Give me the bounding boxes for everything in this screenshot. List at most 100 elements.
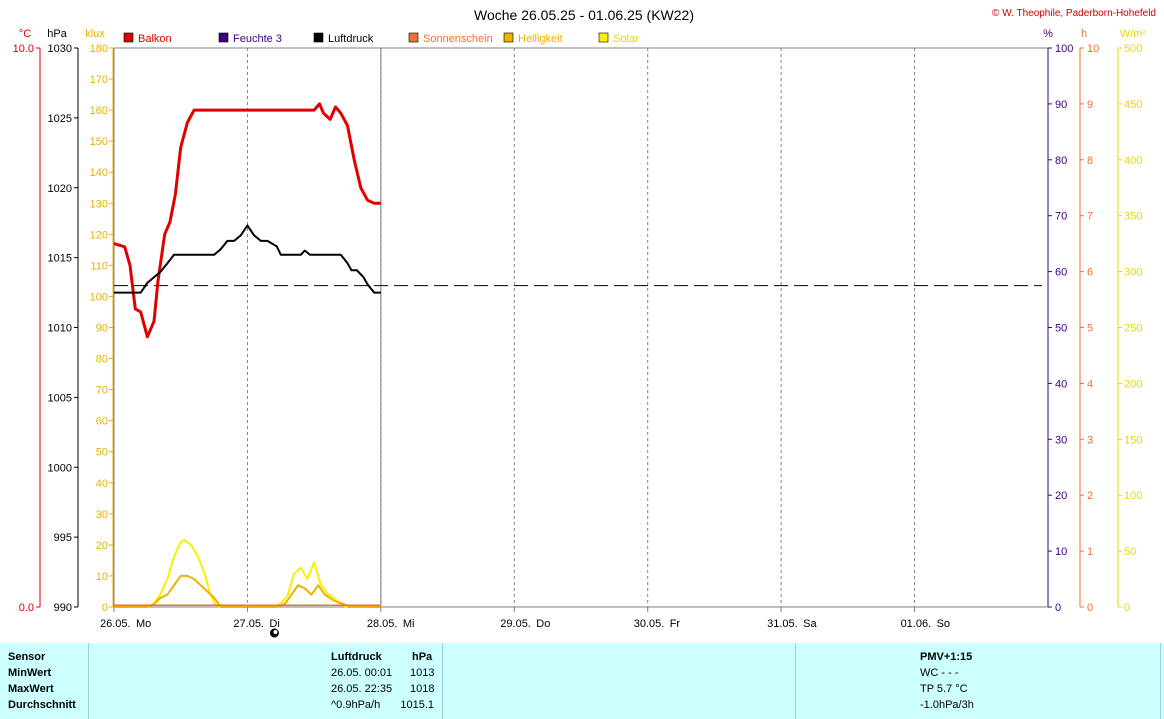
x-tick-label: 29.05. [500,618,531,630]
celsius-unit-label: °C [19,28,31,40]
stats-panel: Sensor Luftdruck hPa PMV+1:15 MinWert 26… [0,643,1164,719]
percent-axis-tick-label: 100 [1055,43,1073,55]
percent-axis-tick-label: 10 [1055,546,1067,558]
x-weekday-label: Mi [403,618,415,630]
hours-unit-label: h [1081,28,1087,40]
hpa-axis-tick-label: 1020 [48,183,72,195]
wm2-axis-tick-label: 100 [1124,490,1142,502]
wm2-axis-tick-label: 0 [1124,602,1130,614]
celsius-axis-tick-label: 0.0 [19,602,34,614]
wm2-axis-tick-label: 250 [1124,323,1142,335]
hpa-axis-tick-label: 995 [54,532,72,544]
wm2-axis-tick-label: 450 [1124,99,1142,111]
klux-axis-tick-label: 30 [96,509,108,521]
x-axis-labels: 26.05. Mo 27.05. Di 28.05. Mi 29.05. Do 30.05. Fr… [100,607,950,638]
hpa-axis-tick-label: 1025 [48,113,72,125]
percent-axis-tick-label: 40 [1055,378,1067,390]
hpa-axis-tick-label: 1010 [48,323,72,335]
klux-axis-tick-label: 120 [90,229,108,241]
klux-axis-tick-label: 180 [90,43,108,55]
series-line-balkon [113,102,381,339]
klux-axis-tick-label: 110 [90,260,108,272]
hpa-axis-tick-label: 1015 [48,253,72,265]
hours-axis-tick-label: 6 [1087,267,1093,279]
percent-unit-label: % [1043,28,1053,40]
wm2-axis-tick-label: 200 [1124,378,1142,390]
row-value: 1013 [410,667,435,679]
row-label: MinWert [8,667,52,679]
series-line-luftdruck [114,224,381,294]
wm2-axis-tick-label: 500 [1124,43,1142,55]
series-line-helligkeit [114,574,381,608]
hours-axis-tick-label: 3 [1087,434,1093,446]
klux-axis-tick-label: 40 [96,478,108,490]
legend-label: Helligkeit [518,33,563,45]
hours-axis-tick-label: 7 [1087,211,1093,223]
percent-axis-tick-label: 90 [1055,99,1067,111]
wm2-axis-tick-label: 350 [1124,211,1142,223]
panel-divider [442,643,443,719]
hours-axis-tick-label: 8 [1087,155,1093,167]
percent-axis-tick-label: 30 [1055,434,1067,446]
klux-axis-tick-label: 150 [90,136,108,148]
percent-axis-tick-label: 80 [1055,155,1067,167]
x-weekday-label: Do [536,618,550,630]
x-weekday-label: Mo [136,618,151,630]
stats-row-min: MinWert 26.05. 00:01 1013 WC - - - [0,665,1164,681]
series-lines [113,102,381,608]
klux-axis-tick-label: 60 [96,416,108,428]
percent-axis-tick-label: 60 [1055,267,1067,279]
row-time: ^0.9hPa/h [331,699,381,711]
x-weekday-label: Fr [670,618,681,630]
hours-axis-tick-label: 5 [1087,323,1093,335]
row-value: 1015.1 [400,699,434,711]
x-weekday-label: Sa [803,618,817,630]
copyright-text: © W. Theophile, Paderborn-Hohefeld [992,8,1156,19]
chart-background [0,0,1164,643]
legend-swatch [218,32,229,43]
x-tick-label: 26.05. [100,618,131,630]
x-tick-label: 01.06. [901,618,932,630]
wm2-axis-tick-label: 400 [1124,155,1142,167]
klux-axis-tick-label: 80 [96,354,108,366]
row-label: MaxWert [8,683,54,695]
pmv-header: PMV+1:15 [920,651,973,663]
wm2-axis-tick-label: 300 [1124,267,1142,279]
panel-divider [88,643,89,719]
legend: Balkon Feuchte 3 Luftdruck Sonnenschein Hell… [123,32,639,45]
row-right: TP 5.7 °C [920,683,968,695]
klux-axis-tick-label: 70 [96,385,108,397]
legend-label: Balkon [138,33,172,45]
hours-axis-tick-label: 1 [1087,546,1093,558]
klux-axis-tick-label: 140 [90,167,108,179]
klux-axis-tick-label: 0 [102,602,108,614]
percent-axis-tick-label: 70 [1055,211,1067,223]
hpa-axis-tick-label: 1005 [48,392,72,404]
klux-axis-tick-label: 100 [90,291,108,303]
legend-swatch [313,32,324,43]
unit-header: hPa [412,651,433,663]
legend-swatch [123,32,134,43]
row-label: Durchschnitt [8,699,76,711]
panel-divider [795,643,796,719]
sensor-header: Sensor [8,651,46,663]
weather-chart: Woche 26.05.25 - 01.06.25 (KW22) © W. Th… [0,0,1164,643]
row-right: WC - - - [920,667,959,679]
legend-swatch [408,32,419,43]
klux-axis-tick-label: 20 [96,540,108,552]
legend-label: Sonnenschein [423,33,493,45]
legend-swatch [503,32,514,43]
reference-lines [114,47,1042,287]
hours-axis-tick-label: 0 [1087,602,1093,614]
celsius-axis-tick-label: 10.0 [13,43,34,55]
stats-row-avg: Durchschnitt ^0.9hPa/h 1015.1 -1.0hPa/3h [0,697,1164,713]
chart-title: Woche 26.05.25 - 01.06.25 (KW22) [474,7,694,23]
wm2-unit-label: W/m² [1120,28,1147,40]
stats-header-row: Sensor Luftdruck hPa PMV+1:15 [0,649,1164,665]
hpa-axis-tick-label: 990 [54,602,72,614]
klux-axis-tick-label: 10 [96,571,108,583]
klux-axis-tick-label: 170 [90,74,108,86]
sun-marker-icon-inner [273,630,278,634]
hours-axis-tick-label: 10 [1087,43,1099,55]
hpa-axis-tick-label: 1000 [48,462,72,474]
